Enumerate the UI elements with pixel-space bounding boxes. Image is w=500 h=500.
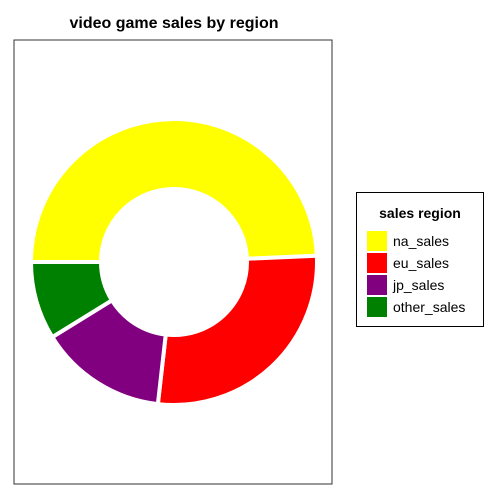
donut-slices	[28, 117, 319, 407]
legend-swatch	[367, 253, 387, 273]
legend-items: na_sales eu_sales jp_sales other_sales	[367, 230, 465, 318]
legend-item-other-sales: other_sales	[367, 296, 465, 318]
slice-na-sales	[28, 117, 319, 264]
legend-swatch	[367, 231, 387, 251]
legend-label: other_sales	[393, 299, 466, 315]
slice-eu-sales	[155, 253, 319, 407]
legend-label: jp_sales	[393, 277, 445, 293]
legend-title: sales region	[379, 205, 461, 221]
slice-other-sales	[28, 260, 115, 340]
legend-item-jp-sales: jp_sales	[367, 274, 465, 296]
legend-label: eu_sales	[393, 255, 450, 271]
legend-swatch	[367, 297, 387, 317]
chart-title: video game sales by region	[69, 15, 279, 32]
legend-item-eu-sales: eu_sales	[367, 252, 465, 274]
legend-label: na_sales	[393, 233, 450, 249]
legend-item-na-sales: na_sales	[367, 230, 465, 252]
legend-swatch	[367, 275, 387, 295]
